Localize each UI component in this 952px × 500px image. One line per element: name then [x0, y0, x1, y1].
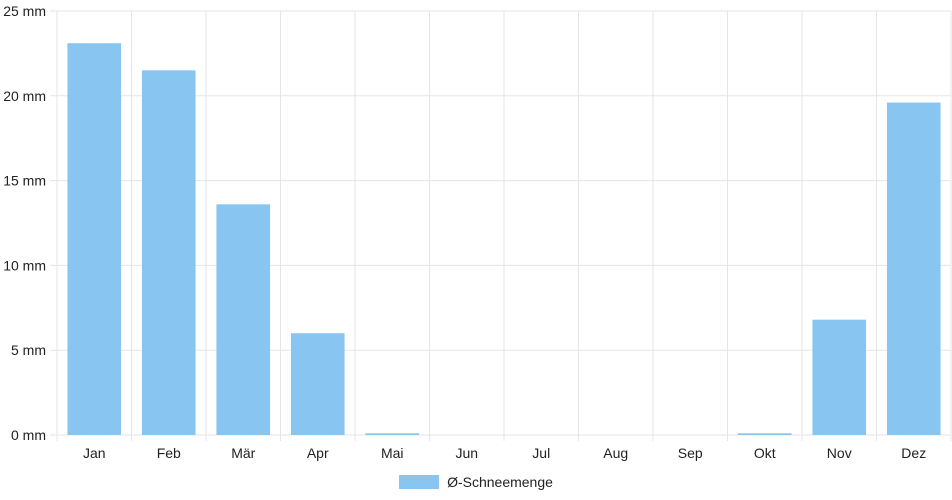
legend[interactable]: Ø-Schneemenge [0, 472, 952, 492]
y-tick-label: 25 mm [3, 3, 46, 19]
x-tick-label: Nov [827, 445, 852, 461]
bar-mai [365, 433, 420, 435]
bar-okt [737, 433, 792, 435]
x-tick-label: Jan [83, 445, 106, 461]
x-tick-label: Mär [231, 445, 255, 461]
x-tick-label: Feb [157, 445, 181, 461]
x-tick-label: Jun [455, 445, 478, 461]
y-tick-label: 10 mm [3, 257, 46, 273]
legend-label: Ø-Schneemenge [447, 474, 553, 490]
snow-chart: 0 mm 5 mm 10 mm 15 mm 20 mm 25 mm Jan Feb Mär Ap… [3, 3, 952, 461]
x-tick-label: Jul [532, 445, 550, 461]
x-tick-label: Aug [603, 445, 628, 461]
x-tick-label: Mai [381, 445, 404, 461]
x-tick-label: Dez [901, 445, 926, 461]
grid-lines [50, 10, 952, 441]
x-tick-label: Okt [754, 445, 776, 461]
x-axis-ticks: Jan Feb Mär Apr Mai Jun Jul Aug Sep Okt Nov Dez [83, 445, 926, 461]
bar-nov [812, 319, 867, 435]
bar-apr [290, 333, 345, 435]
bars [67, 43, 941, 436]
legend-swatch [399, 475, 440, 489]
y-tick-label: 0 mm [11, 427, 46, 443]
y-tick-label: 20 mm [3, 88, 46, 104]
x-tick-label: Sep [678, 445, 703, 461]
bar-feb [141, 70, 196, 436]
y-tick-label: 5 mm [11, 342, 46, 358]
bar-jan [67, 43, 122, 435]
x-tick-label: Apr [307, 445, 329, 461]
bar-dez [886, 102, 941, 436]
y-tick-label: 15 mm [3, 173, 46, 189]
y-axis-ticks: 0 mm 5 mm 10 mm 15 mm 20 mm 25 mm [3, 3, 46, 443]
bar-mär [216, 204, 271, 435]
